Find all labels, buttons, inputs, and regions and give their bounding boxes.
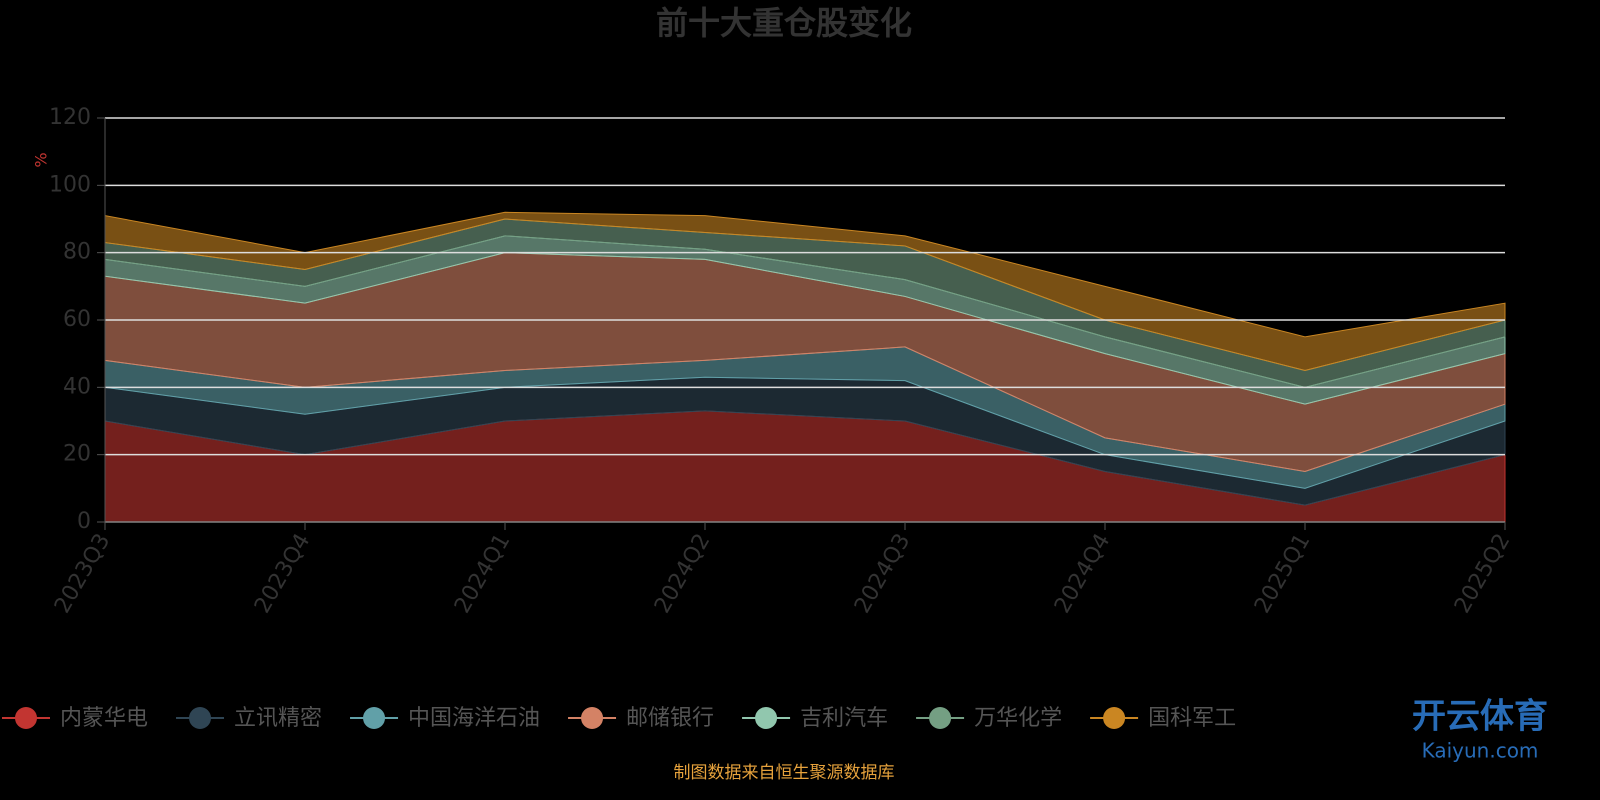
legend-marker	[189, 707, 212, 729]
source-note: 制图数据来自恒生聚源数据库	[674, 763, 895, 783]
legend-marker	[929, 707, 952, 729]
legend-marker	[755, 707, 778, 729]
y-tick-label: 20	[63, 442, 91, 467]
legend-label: 邮储银行	[626, 706, 714, 731]
legend-label: 立讯精密	[234, 706, 322, 731]
legend-label: 中国海洋石油	[408, 706, 540, 731]
watermark-subtitle: Kaiyun.com	[1422, 739, 1539, 763]
chart-title: 前十大重仓股变化	[656, 4, 912, 42]
y-axis-label: %	[32, 152, 51, 167]
legend-marker	[1103, 707, 1126, 729]
legend-marker	[15, 707, 37, 729]
y-tick-label: 0	[77, 509, 91, 534]
legend-marker	[581, 707, 604, 729]
legend-marker	[363, 707, 386, 729]
y-tick-label: 100	[49, 172, 91, 197]
legend-label: 万华化学	[974, 706, 1062, 731]
legend-label: 国科军工	[1148, 706, 1236, 731]
legend-label: 吉利汽车	[800, 706, 888, 731]
y-tick-label: 80	[63, 240, 91, 265]
y-tick-label: 60	[63, 307, 91, 332]
y-tick-label: 120	[49, 105, 91, 130]
y-tick-label: 40	[63, 374, 91, 399]
watermark-title: 开云体育	[1412, 697, 1548, 737]
legend-label: 内蒙华电	[60, 706, 148, 731]
